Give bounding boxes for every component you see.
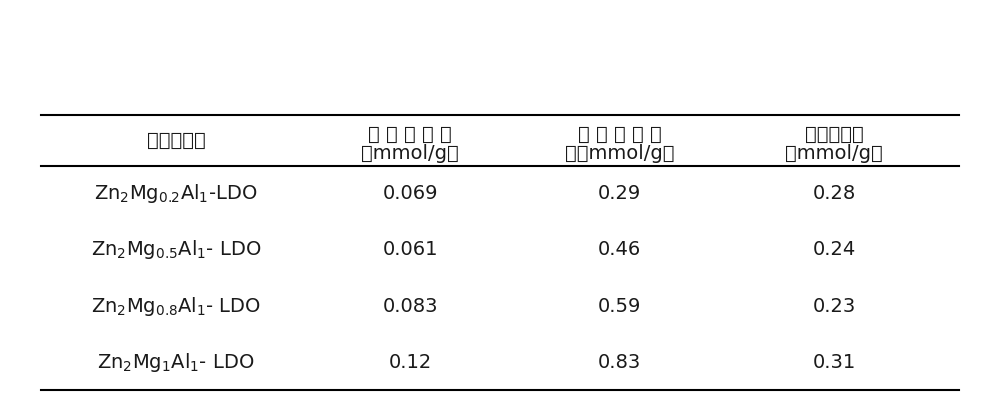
Text: 0.46: 0.46 [598, 240, 641, 259]
Text: 0.59: 0.59 [598, 297, 641, 315]
Text: Zn$_2$Mg$_{0.8}$Al$_1$- LDO: Zn$_2$Mg$_{0.8}$Al$_1$- LDO [91, 295, 261, 317]
Text: 0.24: 0.24 [812, 240, 856, 259]
Text: （mmol/g）: （mmol/g） [361, 144, 459, 164]
Text: 0.061: 0.061 [382, 240, 438, 259]
Text: 量（mmol/g）: 量（mmol/g） [565, 144, 674, 164]
Text: 水滑石助剂: 水滑石助剂 [147, 131, 205, 150]
Text: 中 强 酸 性 位: 中 强 酸 性 位 [578, 125, 662, 144]
Text: 0.31: 0.31 [812, 353, 856, 372]
Text: Zn$_2$Mg$_1$Al$_1$- LDO: Zn$_2$Mg$_1$Al$_1$- LDO [97, 351, 255, 374]
Text: 0.069: 0.069 [382, 184, 438, 203]
Text: 弱 酸 性 位 量: 弱 酸 性 位 量 [368, 125, 452, 144]
Text: 0.23: 0.23 [812, 297, 856, 315]
Text: Zn$_2$Mg$_{0.2}$Al$_1$-LDO: Zn$_2$Mg$_{0.2}$Al$_1$-LDO [94, 182, 258, 205]
Text: 0.083: 0.083 [382, 297, 438, 315]
Text: 0.12: 0.12 [389, 353, 432, 372]
Text: 强酸性位量: 强酸性位量 [805, 125, 863, 144]
Text: 0.29: 0.29 [598, 184, 641, 203]
Text: （mmol/g）: （mmol/g） [785, 144, 883, 164]
Text: 0.83: 0.83 [598, 353, 641, 372]
Text: 0.28: 0.28 [812, 184, 856, 203]
Text: Zn$_2$Mg$_{0.5}$Al$_1$- LDO: Zn$_2$Mg$_{0.5}$Al$_1$- LDO [91, 238, 261, 262]
